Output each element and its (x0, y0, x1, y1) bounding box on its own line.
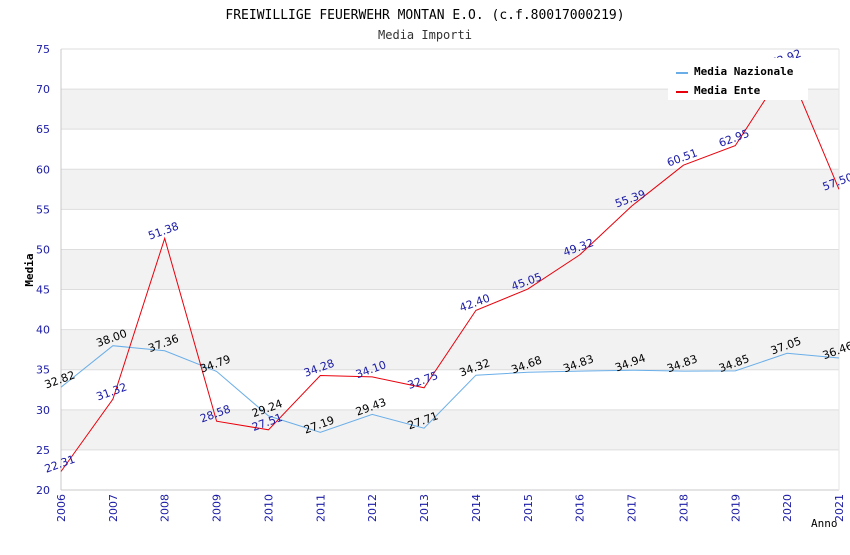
data-label: 32.75 (406, 369, 440, 392)
chart-title: FREIWILLIGE FEUERWEHR MONTAN E.O. (c.f.8… (225, 8, 624, 23)
x-tick-label: 2007 (107, 494, 120, 522)
x-tick-label: 2013 (418, 494, 431, 522)
x-tick-label: 2019 (729, 494, 742, 522)
y-tick-label: 30 (36, 404, 50, 417)
x-tick-label: 2017 (626, 494, 639, 522)
grid-lines (61, 48, 839, 491)
x-tick-label: 2014 (470, 494, 483, 522)
y-tick-label: 20 (36, 484, 50, 497)
x-tick-label: 2008 (159, 494, 172, 522)
x-tick-label: 2021 (833, 494, 846, 522)
x-tick-label: 2016 (574, 494, 587, 522)
axes (60, 49, 840, 491)
series-line-media-ente (60, 64, 840, 472)
y-tick-label: 55 (36, 203, 50, 216)
y-tick-label: 75 (36, 43, 50, 56)
series-lines (60, 64, 840, 472)
legend-label-media-nazionale: Media Nazionale (694, 65, 794, 78)
x-tick-label: 2018 (677, 494, 690, 522)
y-tick-label: 35 (36, 364, 50, 377)
y-tick-label: 50 (36, 243, 50, 256)
data-label: 31.32 (95, 380, 129, 403)
y-axis-label: Media (23, 253, 36, 286)
grid-band (61, 409, 839, 450)
x-axis-label: Anno (811, 517, 838, 530)
y-tick-label: 70 (36, 83, 50, 96)
x-tick-label: 2012 (366, 494, 379, 522)
y-tick-label: 60 (36, 163, 50, 176)
series-line-media-nazionale (60, 345, 840, 433)
chart-subtitle: Media Importi (378, 28, 472, 42)
x-tick-label: 2010 (262, 494, 275, 522)
x-tick-label: 2009 (211, 494, 224, 522)
grid-band (61, 249, 839, 290)
x-tick-label: 2006 (55, 494, 68, 522)
y-tick-labels: 20 25 30 35 40 45 50 55 60 65 70 75 (36, 43, 50, 497)
grid-band (61, 169, 839, 210)
x-tick-label: 2015 (522, 494, 535, 522)
x-tick-label: 2011 (314, 494, 327, 522)
y-tick-label: 65 (36, 123, 50, 136)
data-label: 42.40 (458, 292, 492, 315)
legend-label-media-ente: Media Ente (694, 84, 761, 97)
legend: Media Nazionale Media Ente (668, 58, 808, 100)
data-label: 51.38 (147, 220, 181, 243)
y-tick-label: 45 (36, 284, 50, 297)
legend-box (668, 58, 808, 100)
x-tick-labels: 2006 2007 2008 2009 2010 2011 2012 2013 2014 2015… (55, 494, 846, 522)
y-tick-label: 25 (36, 444, 50, 457)
y-tick-label: 40 (36, 324, 50, 337)
x-tick-label: 2020 (781, 494, 794, 522)
